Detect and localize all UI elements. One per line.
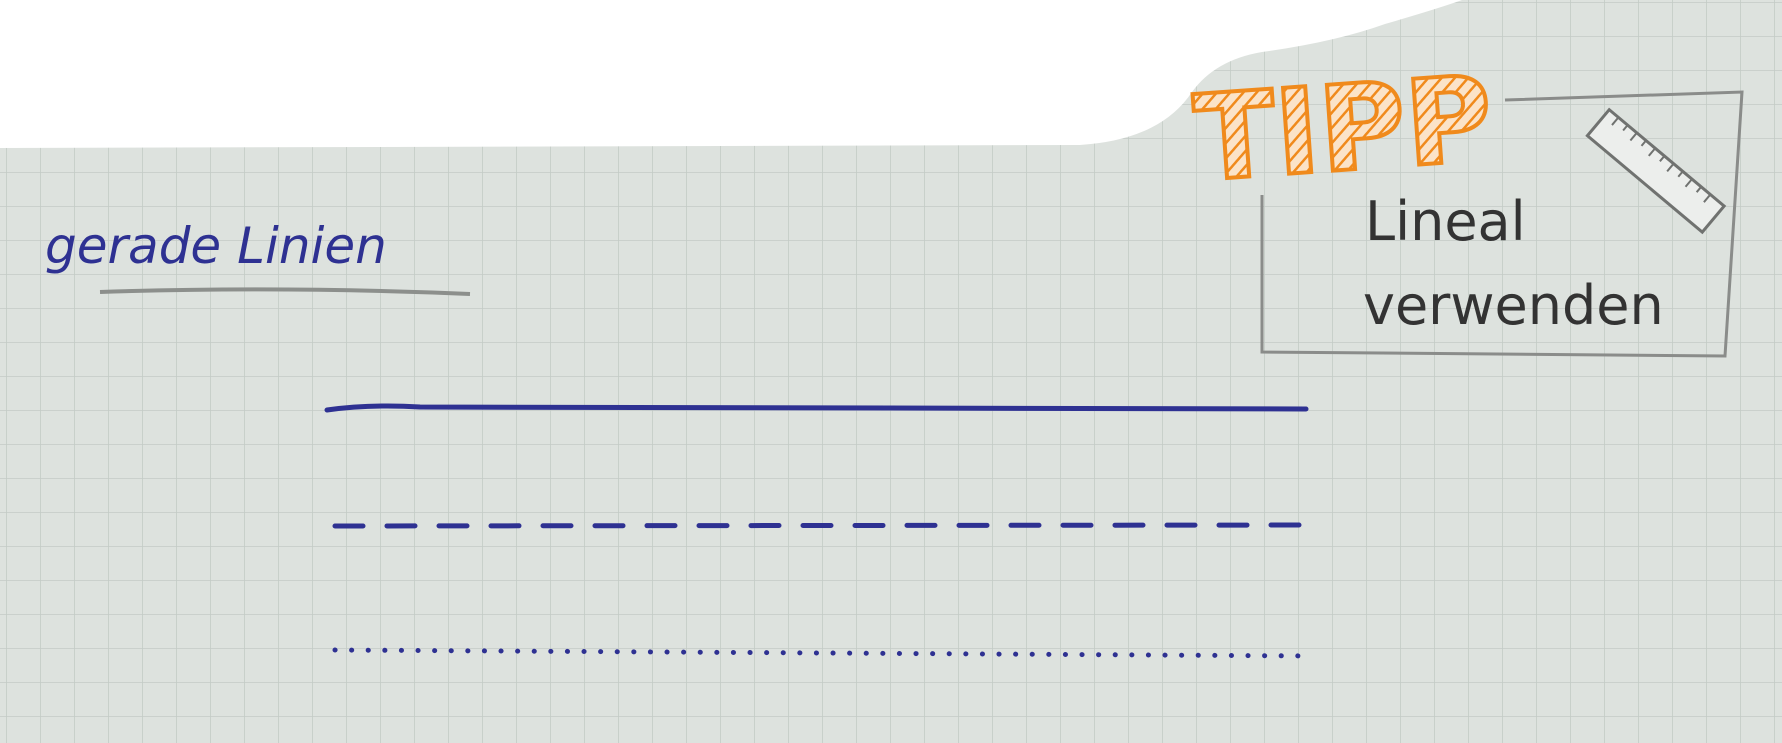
ruler-icon: [1585, 107, 1727, 235]
heading: gerade Linien: [45, 217, 387, 275]
dashed-line: [332, 522, 1313, 529]
tip-line: verwenden: [1363, 274, 1664, 337]
heading-underline: [99, 287, 471, 296]
tip-box: [1260, 90, 1744, 358]
tip-badge: TIPP: [1190, 50, 1496, 208]
dotted-line: [332, 647, 1315, 659]
solid-line: [324, 403, 1309, 413]
tip-line: Lineal: [1365, 190, 1526, 253]
